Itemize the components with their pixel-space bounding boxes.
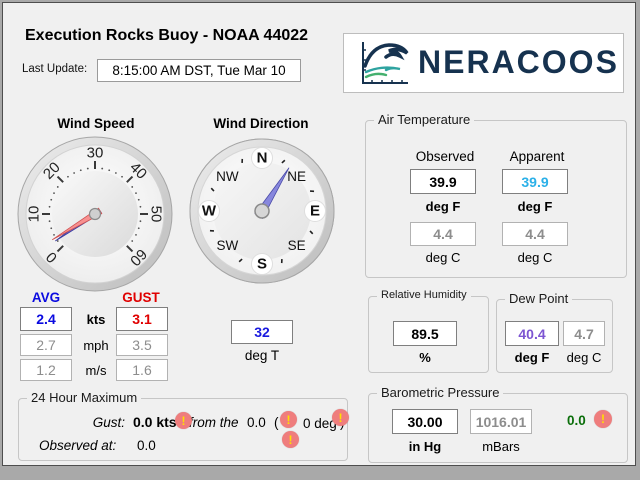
last-update-label: Last Update:: [22, 63, 88, 75]
max-24h-group: 24 Hour Maximum Gust: 0.0 kts from the 0…: [18, 390, 349, 461]
humidity-value: 89.5: [393, 321, 457, 346]
gust-label: Gust:: [92, 415, 125, 430]
observed-degf-unit: deg F: [425, 199, 461, 214]
max-24h-title: 24 Hour Maximum: [27, 390, 142, 405]
deg-t-unit-label: deg T: [244, 348, 280, 363]
dew-point-f-value: 40.4: [505, 321, 559, 346]
relative-humidity-title: Relative Humidity: [377, 289, 471, 301]
from-the-text: from the: [189, 415, 239, 430]
warning-icon[interactable]: !: [280, 411, 297, 428]
svg-text:SW: SW: [216, 238, 238, 253]
wind-avg-ms-value: 1.2: [20, 359, 72, 381]
air-temperature-title: Air Temperature: [374, 112, 475, 127]
wind-avg-kts-value: 2.4: [20, 307, 72, 331]
svg-text:S: S: [257, 256, 267, 273]
wind-speed-label: Wind Speed: [57, 116, 135, 131]
wind-gust-kts-value: 3.1: [116, 307, 168, 331]
apparent-column-header: Apparent: [509, 149, 565, 164]
ms-unit-label: m/s: [85, 363, 107, 378]
observed-column-header: Observed: [415, 149, 475, 164]
svg-text:50: 50: [148, 206, 165, 223]
svg-text:30: 30: [87, 145, 104, 162]
wind-direction-label: Wind Direction: [213, 116, 309, 131]
wind-avg-mph-value: 2.7: [20, 334, 72, 356]
svg-text:10: 10: [26, 206, 43, 223]
svg-text:SE: SE: [288, 238, 306, 253]
svg-text:NE: NE: [287, 169, 306, 184]
avg-header: AVG: [31, 290, 61, 305]
relative-humidity-group: Relative Humidity 89.5 %: [368, 289, 489, 373]
pressure-inhg-value: 30.00: [392, 409, 458, 434]
warning-icon[interactable]: !: [175, 412, 192, 429]
gust-max-value: 0.0 kts: [133, 414, 177, 430]
svg-text:E: E: [310, 203, 320, 220]
wind-direction-value: 32: [231, 320, 293, 344]
dew-point-degc-unit: deg C: [566, 350, 602, 365]
paren-open: (: [274, 415, 279, 430]
apparent-degc-unit: deg C: [517, 250, 553, 265]
mbars-unit-label: mBars: [482, 439, 520, 454]
dew-point-degf-unit: deg F: [514, 350, 550, 365]
dew-point-group: Dew Point 40.4 4.7 deg F deg C: [496, 291, 613, 373]
neracoos-logo: NERACOOS: [343, 33, 624, 93]
svg-text:NW: NW: [216, 169, 239, 184]
warning-icon[interactable]: !: [282, 431, 299, 448]
pressure-trend-value: 0.0: [567, 413, 586, 428]
air-temperature-group: Air Temperature Observed Apparent 39.9 3…: [365, 112, 627, 278]
mph-unit-label: mph: [83, 338, 109, 353]
neracoos-wave-icon: [356, 38, 412, 95]
apparent-degf-unit: deg F: [517, 199, 553, 214]
observed-degc-unit: deg C: [425, 250, 461, 265]
wind-gust-ms-value: 1.6: [116, 359, 168, 381]
warning-icon[interactable]: !: [332, 409, 349, 426]
last-update-value: 8:15:00 AM DST, Tue Mar 10: [97, 59, 301, 82]
from-direction-value: 0.0: [247, 415, 266, 430]
dew-point-c-value: 4.7: [563, 321, 605, 346]
svg-text:N: N: [257, 150, 268, 167]
svg-text:W: W: [202, 203, 217, 220]
observed-at-value: 0.0: [137, 438, 156, 453]
warning-icon[interactable]: !: [594, 410, 612, 428]
observed-temp-f-value: 39.9: [410, 169, 476, 194]
percent-unit-label: %: [419, 350, 431, 365]
logo-wordmark: NERACOOS: [418, 44, 619, 80]
pressure-mbars-value: 1016.01: [470, 409, 532, 434]
apparent-temp-f-value: 39.9: [502, 169, 568, 194]
barometric-pressure-group: Barometric Pressure 30.00 1016.01 0.0 ! …: [368, 385, 628, 463]
app-window: Execution Rocks Buoy - NOAA 44022 Last U…: [2, 2, 636, 466]
page-title: Execution Rocks Buoy - NOAA 44022: [25, 27, 309, 44]
observed-at-label: Observed at:: [39, 438, 117, 453]
max-deg-value: 0 deg: [303, 416, 337, 431]
wind-gust-mph-value: 3.5: [116, 334, 168, 356]
dew-point-title: Dew Point: [505, 291, 573, 306]
observed-temp-c-value: 4.4: [410, 222, 476, 246]
wind-direction-compass: N NE E SE S SW W NW: [189, 138, 335, 284]
inhg-unit-label: in Hg: [408, 439, 442, 454]
apparent-temp-c-value: 4.4: [502, 222, 568, 246]
gust-header: GUST: [122, 290, 160, 305]
barometric-pressure-title: Barometric Pressure: [377, 385, 504, 400]
kts-unit-label: kts: [86, 312, 106, 327]
